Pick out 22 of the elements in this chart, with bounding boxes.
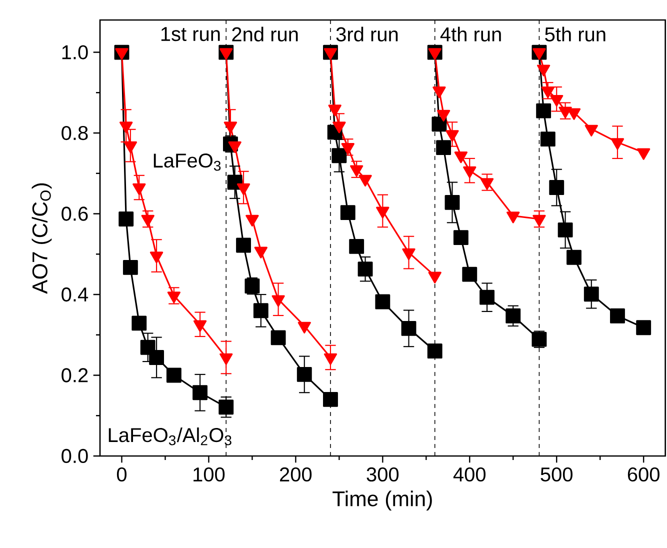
x-tick-label: 400	[453, 467, 486, 482]
x-tick-label: 600	[628, 467, 660, 482]
y-tick-label: 0.4	[62, 287, 88, 302]
y-tick-label: 0.0	[62, 448, 88, 464]
x-tick-label: 200	[280, 467, 312, 482]
x-tick-label: 500	[540, 467, 572, 482]
annotation: 2nd run	[232, 26, 298, 42]
annotation: LaFeO$_{3}$	[154, 153, 221, 171]
y-tick-label: 0.2	[62, 368, 88, 382]
y-tick-label: 0.8	[62, 126, 88, 140]
x-tick-label: 300	[366, 467, 399, 482]
y-tick-label: 0.6	[62, 206, 88, 221]
annotation: 1st run	[161, 27, 220, 42]
x-axis-title: Time (min)	[332, 490, 432, 511]
annotation: 3rd run	[336, 26, 398, 42]
annotation: 4th run	[440, 26, 501, 42]
x-tick-label: 100	[194, 467, 225, 482]
y-tick-label: 1.0	[62, 45, 88, 60]
annotation: 5th run	[545, 26, 606, 42]
y-axis-title: AO7 (C/C$_{O}$)	[32, 183, 52, 294]
x-tick-label: 0	[116, 467, 127, 482]
annotation: LaFeO$_{3}$/Al$_{2}$O$_{3}$	[108, 427, 232, 446]
